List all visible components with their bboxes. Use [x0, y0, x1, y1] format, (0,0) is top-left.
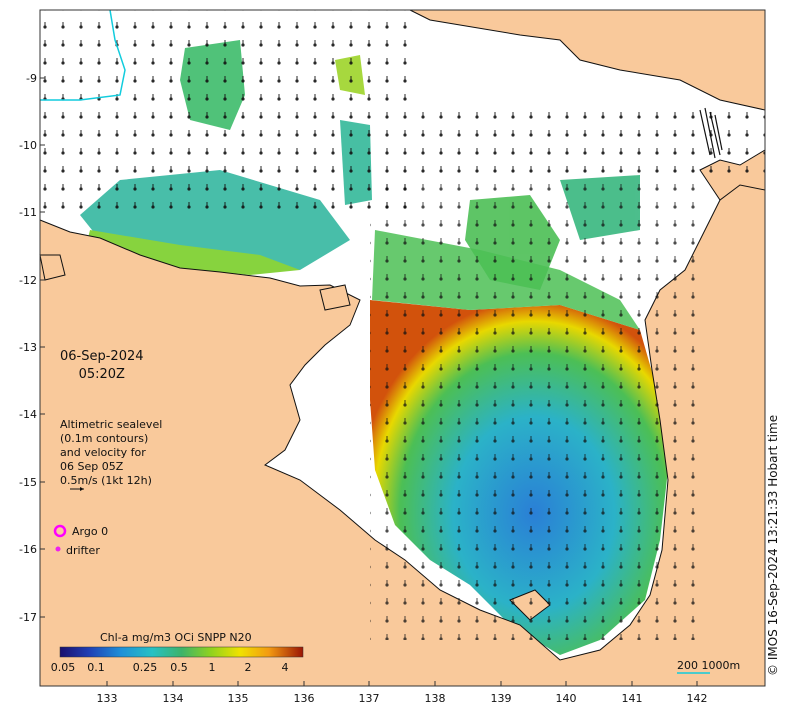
- time-label: 05:20Z: [78, 367, 125, 382]
- colorbar-ticks: 0.05 0.1 0.25 0.5 1 2 4: [51, 661, 289, 674]
- drifter-label: drifter: [66, 544, 100, 557]
- x-tick: 138: [425, 692, 446, 705]
- colorbar-tick: 4: [282, 661, 289, 674]
- velocity-arrows: [40, 10, 765, 640]
- drifter-marker: [55, 546, 61, 552]
- x-tick: 134: [163, 692, 184, 705]
- colorbar-tick: 0.5: [170, 661, 188, 674]
- colorbar-tick: 2: [245, 661, 252, 674]
- x-tick: 141: [622, 692, 643, 705]
- x-tick: 139: [491, 692, 512, 705]
- y-tick: -9: [26, 72, 37, 85]
- y-axis: [40, 77, 45, 618]
- argo-marker: [53, 524, 67, 538]
- y-tick: -15: [19, 476, 37, 489]
- legend-line: 06 Sep 05Z: [60, 460, 124, 473]
- colorbar-tick: 1: [209, 661, 216, 674]
- map-frame: [39, 9, 766, 687]
- velocity-legend: Altimetric sealevel (0.1m contours) and …: [60, 418, 162, 488]
- legend-line: and velocity for: [60, 446, 146, 459]
- x-tick: 135: [228, 692, 249, 705]
- legend-line: 0.5m/s (1kt 12h): [60, 474, 152, 487]
- legend-line: Altimetric sealevel: [60, 418, 163, 431]
- strait-vectors: [699, 107, 723, 159]
- x-tick: 137: [359, 692, 380, 705]
- scale-label: 200 1000m: [677, 659, 741, 672]
- credit-label: © IMOS 16-Sep-2024 13:21:33 Hobart time: [766, 414, 780, 676]
- contour-line: [40, 9, 126, 101]
- date-label: 06-Sep-2024: [60, 349, 144, 364]
- colorbar: [59, 646, 304, 658]
- colorbar-tick: 0.05: [51, 661, 76, 674]
- colorbar-tick: 0.1: [87, 661, 105, 674]
- x-tick-labels: 133 134 135 136 137 138 139 140 141 142: [97, 692, 708, 705]
- map-date: 06-Sep-2024 05:20Z: [60, 348, 144, 384]
- colorbar-title: Chl-a mg/m3 OCi SNPP N20: [100, 631, 252, 644]
- x-tick: 142: [687, 692, 708, 705]
- x-axis: [106, 681, 698, 686]
- x-tick: 136: [294, 692, 315, 705]
- y-tick: -14: [19, 408, 37, 421]
- argo-label: Argo 0: [72, 525, 109, 538]
- x-tick: 133: [97, 692, 118, 705]
- y-tick: -12: [19, 274, 37, 287]
- y-tick: -11: [19, 206, 37, 219]
- y-tick: -16: [19, 543, 37, 556]
- x-tick: 140: [556, 692, 577, 705]
- y-tick-labels: -9 -10 -11 -12 -13 -14 -15 -16 -17: [19, 72, 37, 624]
- legend-line: (0.1m contours): [60, 432, 149, 445]
- y-tick: -10: [19, 139, 37, 152]
- y-tick: -17: [19, 611, 37, 624]
- y-tick: -13: [19, 341, 37, 354]
- colorbar-tick: 0.25: [133, 661, 158, 674]
